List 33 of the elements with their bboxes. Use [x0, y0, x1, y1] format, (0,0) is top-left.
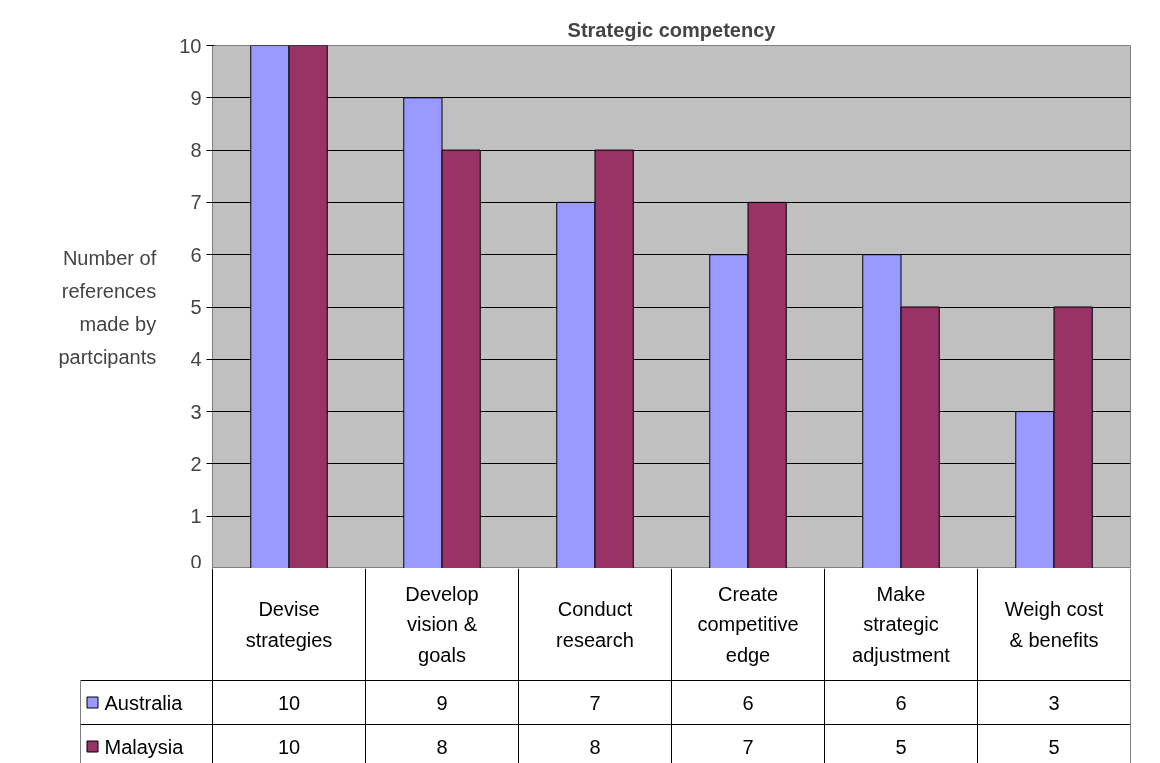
y-tick-label: 4	[190, 348, 202, 371]
data-label: 8	[589, 735, 601, 758]
y-tick-label: 10	[179, 34, 202, 57]
x-tick-label: Weigh cost & benefits	[1004, 598, 1104, 651]
data-label: 7	[742, 735, 754, 758]
data-label: 10	[277, 691, 301, 714]
y-axis-title: Number of references made by partcipants	[58, 246, 157, 368]
x-tick-label: Devise strategies	[245, 598, 333, 651]
y-tick-label: 7	[190, 191, 202, 214]
data-label: 6	[895, 691, 907, 714]
y-tick-label: 6	[190, 243, 202, 266]
y-tick-label: 9	[190, 86, 202, 109]
data-label: 10	[277, 735, 301, 758]
data-label: 5	[1048, 735, 1060, 758]
data-label: 6	[742, 691, 754, 714]
legend-label: Australia	[104, 691, 184, 714]
data-label: 5	[895, 735, 907, 758]
y-tick-label: 1	[190, 505, 202, 528]
x-tick-label: Create competitive edge	[697, 582, 799, 667]
data-label: 9	[436, 691, 448, 714]
data-label: 7	[589, 691, 601, 714]
data-label: 8	[436, 735, 448, 758]
legend-label: Malaysia	[104, 735, 185, 758]
y-tick-label: 5	[190, 296, 202, 318]
x-tick-label: Conduct research	[556, 598, 634, 651]
x-tick-label: Make strategic adjustment	[852, 582, 951, 667]
x-tick-label: Develop vision & goals	[405, 582, 479, 667]
y-tick-label: 2	[190, 452, 202, 475]
y-tick-label: 8	[190, 139, 202, 162]
chart-title: Strategic competency	[567, 18, 777, 41]
data-label: 3	[1048, 691, 1060, 714]
y-tick-label: 0	[190, 550, 202, 573]
y-tick-label: 3	[190, 400, 202, 423]
